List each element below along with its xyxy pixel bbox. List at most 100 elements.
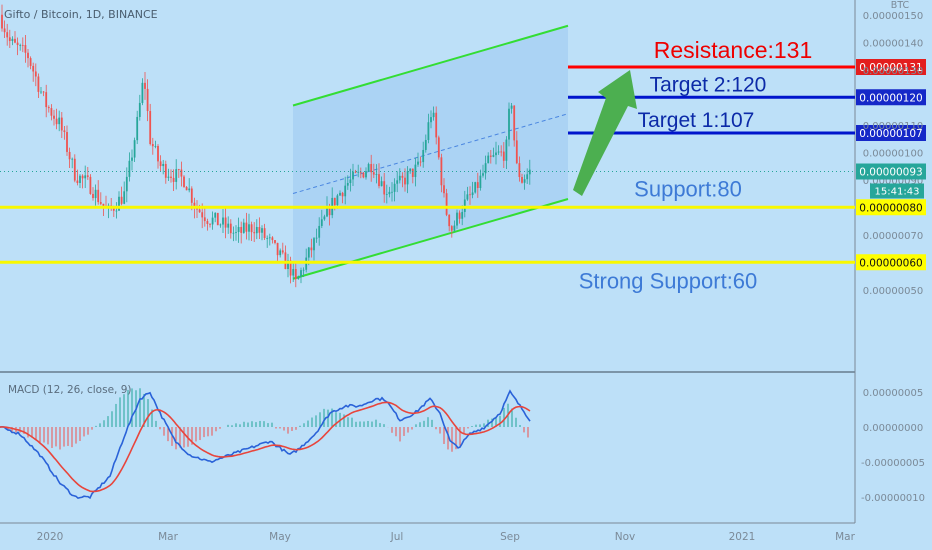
candle-body <box>115 210 118 212</box>
candle-body <box>313 238 315 251</box>
macd-histogram-bar <box>31 427 33 438</box>
macd-histogram-bar <box>215 427 217 432</box>
candle-body <box>328 206 331 216</box>
candle-body <box>211 217 214 225</box>
macd-histogram-bar <box>359 421 361 427</box>
candle-body <box>250 224 253 233</box>
macd-histogram-bar <box>179 427 181 448</box>
candle-body <box>385 194 388 195</box>
macd-histogram-bar <box>291 427 293 431</box>
time-tick-label: 2021 <box>729 531 756 543</box>
macd-histogram-bar <box>55 427 57 447</box>
candle-body <box>14 38 16 43</box>
candle-body <box>365 171 367 178</box>
macd-histogram-bar <box>299 425 301 427</box>
candle-body <box>201 212 204 218</box>
macd-histogram-bar <box>483 423 485 427</box>
candle-body <box>417 161 419 165</box>
macd-histogram-bar <box>307 420 309 427</box>
macd-histogram-bar <box>175 427 177 450</box>
candle-body <box>419 161 422 163</box>
macd-histogram-bar <box>155 420 157 427</box>
macd-histogram-bar <box>151 409 153 427</box>
candle-body <box>271 237 274 241</box>
candle-body <box>453 225 456 231</box>
level-label: Resistance:131 <box>654 37 813 63</box>
signal-line <box>0 401 531 493</box>
macd-histogram-bar <box>511 408 513 427</box>
level-price-badge <box>856 125 926 141</box>
macd-histogram-bar <box>195 427 197 442</box>
macd-histogram-bar <box>43 427 45 443</box>
candle-body <box>144 82 146 89</box>
macd-histogram-bar <box>319 412 321 427</box>
candle-body <box>60 117 63 131</box>
price-tick-label: 0.00000110 <box>863 121 923 132</box>
candle-body <box>456 212 458 226</box>
candle-body <box>466 194 469 200</box>
candle-body <box>307 247 310 258</box>
up-arrow <box>573 70 637 196</box>
macd-histogram-bar <box>343 414 345 427</box>
candle-body <box>21 44 24 46</box>
macd-histogram-bar <box>327 409 329 427</box>
candle-body <box>157 145 159 162</box>
macd-histogram-bar <box>439 427 441 434</box>
candle-body <box>437 137 440 158</box>
macd-histogram-bar <box>59 427 61 450</box>
channel-fill <box>293 25 568 279</box>
candle-body <box>333 197 336 206</box>
candle-body <box>172 177 175 182</box>
axes: 0.00000150 0.00000140 0.00000130 0.00000110… <box>37 11 926 543</box>
candle-body <box>370 164 373 173</box>
candle-body <box>440 157 443 186</box>
candle-body <box>341 192 344 197</box>
macd-histogram-bar <box>103 420 105 427</box>
candle-body <box>42 91 45 93</box>
price-channel <box>292 24 569 280</box>
macd-histogram-bar <box>471 426 473 427</box>
candle-body <box>461 211 464 219</box>
macd-histogram-bar <box>303 423 305 427</box>
macd-histogram-bar <box>275 427 277 429</box>
macd-histogram-bar <box>247 422 249 427</box>
macd-histogram-bar <box>7 427 9 431</box>
macd-histogram-bar <box>447 427 449 450</box>
macd-histogram-bar <box>139 388 141 427</box>
macd-histogram-bar <box>331 408 333 427</box>
macd-histogram-bar <box>467 427 469 429</box>
last-price-badge <box>856 163 926 180</box>
candle-body <box>245 222 248 232</box>
level-label: Support:80 <box>634 176 742 201</box>
candle-body <box>281 250 284 253</box>
candle-body <box>482 173 484 176</box>
candle-body <box>458 212 461 219</box>
candle-body <box>354 171 357 173</box>
candle-body <box>6 32 9 38</box>
candle-body <box>102 203 105 206</box>
macd-histogram-bar <box>431 419 433 427</box>
candle-body <box>409 168 412 172</box>
candle-body <box>474 182 477 193</box>
candle-body <box>502 151 505 161</box>
macd-histogram-bar <box>455 427 457 450</box>
candle-body <box>471 192 474 196</box>
candle-body <box>86 175 89 177</box>
price-tick-label: 0.00000050 <box>863 286 923 297</box>
candle-body <box>209 223 211 225</box>
macd-histogram-bar <box>411 427 413 430</box>
macd-histogram-bar <box>147 399 149 427</box>
candle-body <box>284 252 287 270</box>
level-label: Target 1:107 <box>638 109 755 132</box>
candle-body <box>162 163 165 167</box>
level-price-text: 0.00000131 <box>859 62 922 74</box>
macd-histogram-bar <box>287 427 289 434</box>
candle-body <box>427 122 430 141</box>
candle-body <box>476 182 479 188</box>
candle-body <box>53 115 55 119</box>
time-tick-label: Nov <box>615 531 636 543</box>
macd-histogram-bar <box>335 412 337 427</box>
candle-body <box>237 226 240 233</box>
candle-body <box>510 105 513 109</box>
